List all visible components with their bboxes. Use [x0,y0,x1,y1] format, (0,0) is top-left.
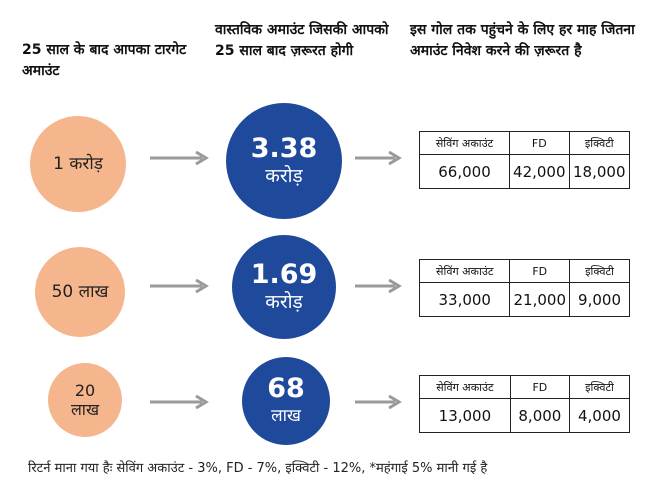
allocation-table-1: सेविंग अकाउंट FD इक्विटी 66,000 42,000 1… [418,131,631,189]
actual-unit-1: करोड़ [265,165,303,187]
target-circle-1: 1 करोड़ [30,116,126,212]
target-label-1: 1 करोड़ [53,153,103,174]
target-circle-2: 50 लाख [35,247,125,337]
savings-value-2: 33,000 [418,282,511,317]
actual-circle-2: 1.69 करोड़ [232,235,336,339]
col-fd-header: FD [509,131,570,155]
allocation-table-2: सेविंग अकाउंट FD इक्विटी 33,000 21,000 9… [418,259,630,317]
actual-circle-1: 3.38 करोड़ [226,103,342,219]
arrow-icon [150,151,209,165]
header-monthly-investment: इस गोल तक पहुंचने के लिए हर माह जितना अम… [410,22,635,59]
actual-value-1: 3.38 [250,133,318,164]
arrow-icon [150,395,209,409]
savings-value-1: 66,000 [418,154,511,189]
col-fd-header: FD [509,375,570,399]
col-fd-header: FD [509,259,571,283]
fd-value-1: 42,000 [509,154,570,189]
arrow-icon [355,151,402,165]
savings-value-3: 13,000 [419,398,511,433]
header-actual-amount: वास्तविक अमाउंट जिसकी आपको 25 साल बाद ज़… [215,22,389,59]
actual-value-2: 1.69 [250,259,318,290]
actual-unit-3: लाख [271,406,301,426]
actual-unit-2: करोड़ [265,291,303,313]
equity-value-1: 18,000 [568,154,631,189]
fd-value-2: 21,000 [509,282,571,317]
col-equity-header: इक्विटी [568,375,631,399]
col-equity-header: इक्विटी [569,259,630,283]
col-savings-header: सेविंग अकाउंट [418,259,511,283]
equity-value-3: 4,000 [568,398,631,433]
header-target-amount: 25 साल के बाद आपका टारगेट अमाउंट [22,42,187,79]
col-savings-header: सेविंग अकाउंट [418,131,511,155]
col-savings-header: सेविंग अकाउंट [419,375,511,399]
target-label-3: 20 लाख [70,381,100,419]
allocation-table-3: सेविंग अकाउंट FD इक्विटी 13,000 8,000 4,… [419,375,631,433]
col-equity-header: इक्विटी [568,131,631,155]
arrow-icon [355,279,402,293]
target-circle-3: 20 लाख [48,363,122,437]
actual-circle-3: 68 लाख [242,357,330,445]
target-label-2: 50 लाख [51,281,109,302]
equity-value-2: 9,000 [569,282,630,317]
fd-value-3: 8,000 [509,398,570,433]
actual-value-3: 68 [267,373,305,404]
arrow-icon [355,395,402,409]
returns-assumption-note: रिटर्न माना गया हैः सेविंग अकाउंट - 3%, … [28,461,488,476]
arrow-icon [150,279,209,293]
